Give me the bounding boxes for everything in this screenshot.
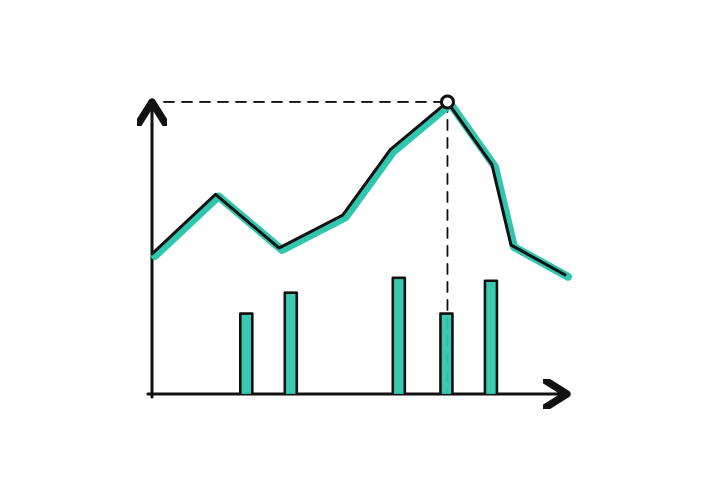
bar-outline-5	[483, 279, 499, 396]
axes-group	[148, 102, 567, 397]
bar-4	[439, 312, 454, 396]
line-stroke	[150, 100, 567, 277]
bar-fill-1	[241, 313, 254, 394]
line-group	[150, 99, 572, 281]
bar-outline-1	[239, 312, 254, 396]
bar-fill-5	[485, 280, 498, 394]
highlight-point	[439, 94, 455, 110]
bar-5	[483, 279, 499, 396]
bar-1	[239, 312, 254, 396]
bar-outline-3	[391, 276, 407, 396]
bar-2	[283, 291, 299, 396]
bar-fill-2	[285, 292, 298, 394]
bar-fill-3	[393, 277, 406, 394]
bar-fill-4	[441, 313, 454, 394]
bar-3	[391, 276, 407, 396]
highlight-group	[439, 94, 455, 110]
bar-outline-2	[283, 291, 299, 396]
bar-outline-4	[439, 312, 454, 396]
bars-group	[239, 276, 499, 396]
